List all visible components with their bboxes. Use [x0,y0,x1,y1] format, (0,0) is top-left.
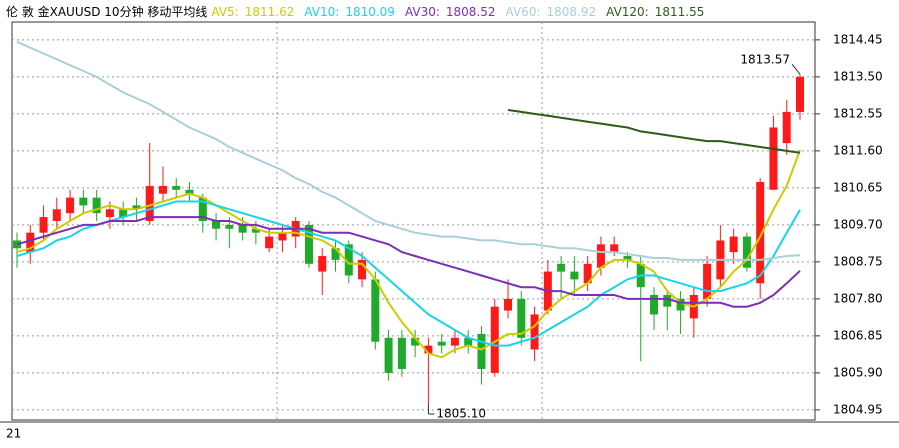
candle-body [344,244,353,276]
y-tick-label: 1809.70 [833,217,883,231]
legend-name: AV30: [405,5,440,19]
legend-value: 1811.62 [245,5,295,19]
candle-body [557,263,566,272]
candle-body [331,248,340,260]
candle-body [185,189,194,194]
plot-frame [11,21,816,421]
candle-body [318,256,327,272]
candle-body [66,197,75,214]
candle-body [304,224,313,264]
ma-line [16,200,801,347]
candle-body [52,209,61,221]
candle-body [570,271,579,280]
candle-body [650,294,659,315]
candle-body [729,236,738,253]
annotation-text: 1805.10 [436,407,486,421]
candle-body [411,337,420,346]
chart-title: 伦 敦 金XAUUSD 10分钟 移动平均线 [6,4,207,19]
candle-body [517,298,526,338]
candle-body [676,298,685,311]
candle-body [450,337,459,346]
y-tick-label: 1805.90 [833,365,883,379]
y-tick-label: 1804.95 [833,402,883,416]
candle-body [703,263,712,299]
candle-body [756,182,765,284]
candle-body [13,240,21,249]
y-tick-label: 1807.80 [833,291,883,305]
candle-body [583,263,592,284]
y-tick-label: 1806.85 [833,328,883,342]
legend-name: AV10: [304,5,339,19]
candle-body [424,345,433,354]
ma-line [16,40,801,261]
candle-body [79,197,88,206]
candle-body [358,259,367,280]
legend-value: 1811.55 [655,5,705,19]
y-tick-label: 1812.55 [833,106,883,120]
y-tick-label: 1813.50 [833,69,883,83]
candle-body [796,76,804,112]
legend-value: 1808.92 [547,5,597,19]
ma-line [16,149,801,359]
candle-body [119,209,128,218]
candle-body [596,244,605,268]
legend-value: 1810.09 [345,5,395,19]
legend-name: AV60: [506,5,541,19]
candle-body [251,228,260,233]
candle-body [782,111,791,144]
chart-header: 伦 敦 金XAUUSD 10分钟 移动平均线 AV5: 1811.62 AV10: 18… [6,4,704,19]
candle-body [198,197,207,221]
candle-body [158,185,167,194]
y-tick-label: 1808.75 [833,254,883,268]
candle-body [384,337,393,373]
candle-body [663,294,672,307]
annotation-pointer [791,63,801,75]
y-tick-label: 1814.45 [833,32,883,46]
candle-body [145,185,154,221]
legend-name: AV5: [211,5,238,19]
legend-name: AV120: [606,5,649,19]
y-tick-label: 1810.65 [833,180,883,194]
annotation-text: 1813.57 [740,53,790,67]
candle-body [212,220,221,229]
candle-body [504,298,513,311]
candle-body [437,341,446,346]
footer-label: 21 [6,427,21,441]
candle-body [265,236,274,249]
candle-body [490,306,499,373]
candle-body [105,209,114,218]
candle-body [26,232,35,253]
candle-body [371,279,380,342]
candle-body [225,224,234,229]
candle-body [530,314,539,350]
candle-body [769,127,778,190]
candle-body [238,224,247,233]
candle-body [278,232,287,241]
candle-body [132,205,141,210]
candle-body [742,236,751,268]
candle-body [397,337,406,369]
candle-body [39,217,48,233]
candle-body [623,256,632,260]
legend-value: 1808.52 [446,5,496,19]
candle-body [172,185,181,190]
y-tick-label: 1811.60 [833,143,883,157]
candle-body [464,337,473,346]
candle-body [610,244,619,253]
ma-line [507,109,801,154]
candle-body [477,333,486,369]
ma-line [16,216,801,308]
candle-body [92,197,101,214]
